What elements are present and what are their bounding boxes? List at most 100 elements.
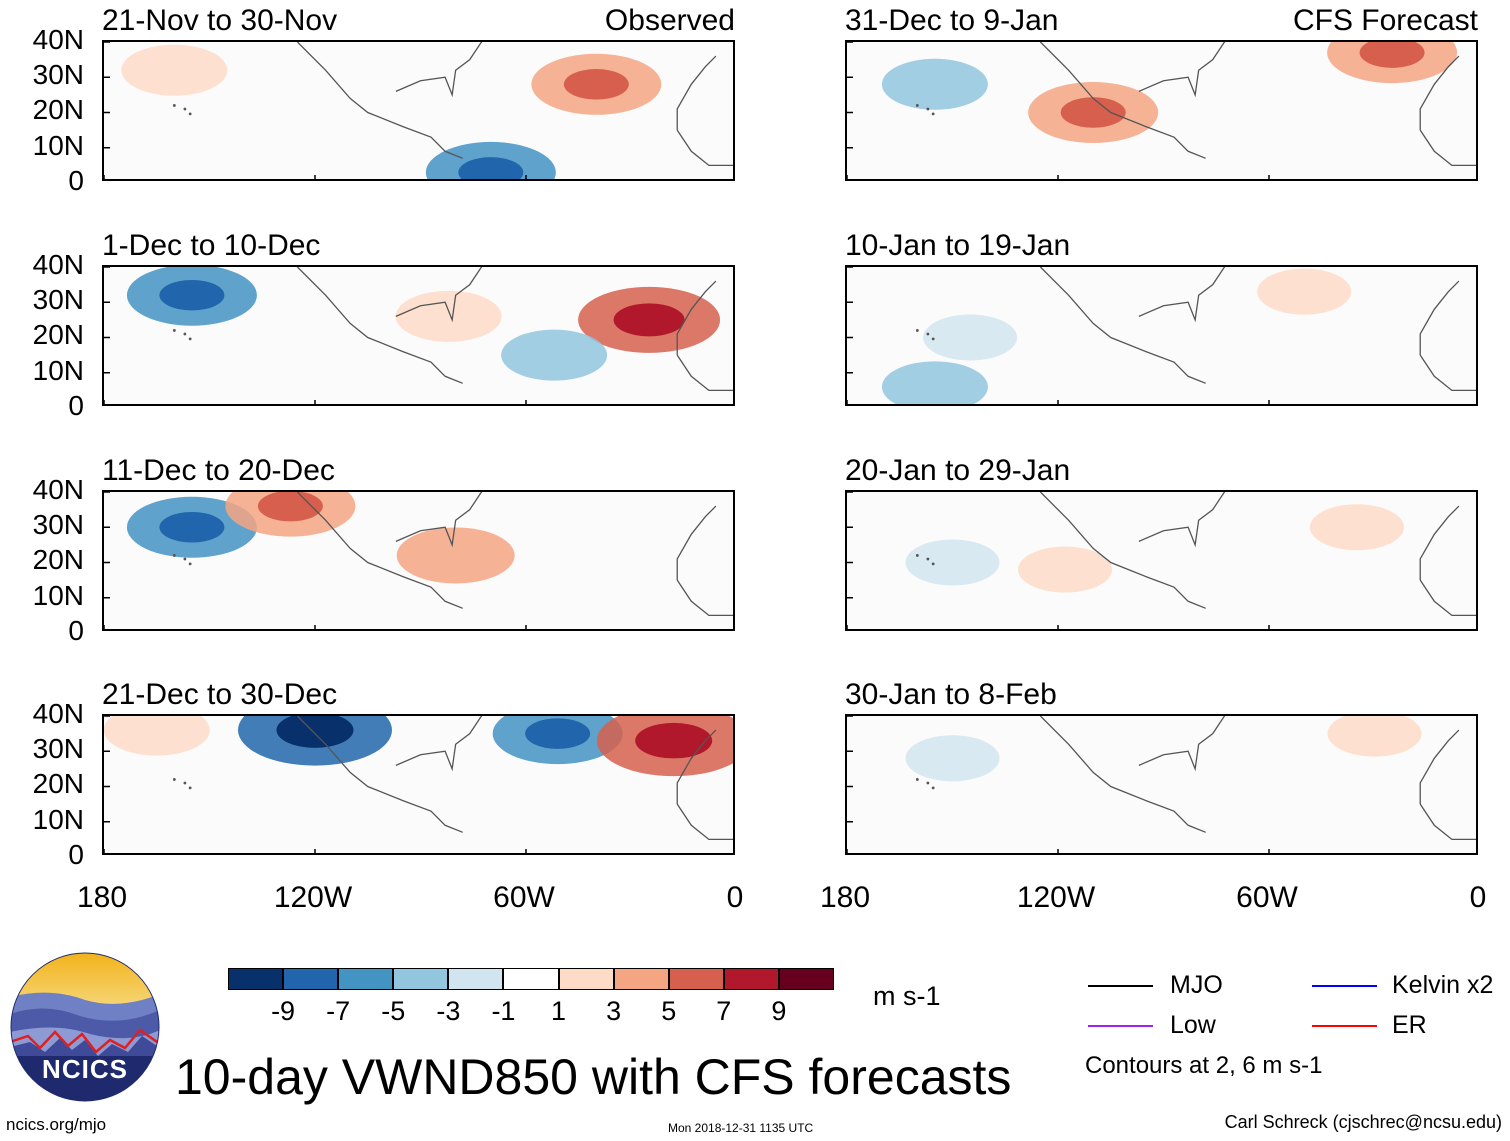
island-marker [931,112,935,116]
panel-title: 20-Jan to 29-Jan [845,454,1071,487]
legend-label-kelvin: Kelvin x2 [1392,971,1494,999]
colorbar-tick: 7 [716,996,732,1026]
anomaly-region [396,527,515,584]
colorbar-tick: 9 [771,996,787,1026]
map-panel [845,265,1478,406]
map-canvas [847,716,1476,853]
lat-tick-label: 0 [68,165,84,196]
colorbar-swatch [668,968,724,990]
coastline [1039,42,1476,167]
island-marker [926,781,930,785]
island-marker [915,329,919,332]
lon-tick-label: 180 [76,881,128,914]
anomaly-core [613,303,685,337]
island-marker [931,562,935,566]
island-marker [915,104,919,107]
colorbar-swatch [228,968,284,990]
anomaly-region [905,735,1000,782]
colorbar-tick: -5 [381,996,406,1026]
legend-line-kelvin [1312,985,1377,987]
lon-tick-label: 120W [1016,881,1096,914]
site-url: ncics.org/mjo [6,1115,107,1134]
map-canvas [104,492,733,629]
author-credit: Carl Schreck (cjschrec@ncsu.edu) [1224,1112,1502,1132]
panel-title: 31-Dec to 9-Jan [845,4,1059,37]
lat-tick-label: 40N [32,249,84,280]
island-marker [183,781,187,785]
coastline [296,267,733,392]
colorbar-tick: 1 [551,996,567,1026]
lon-tick-label: 120W [273,881,353,914]
forecast-tag: CFS Forecast [1292,4,1478,37]
colorbar-swatch [448,968,504,990]
ncics-logo: NCICS [10,952,160,1102]
lon-tick-label: 180 [819,881,871,914]
lon-tick-label: 0 [726,881,744,914]
lat-tick-label: 10N [32,804,84,835]
lat-tick-label: 0 [68,839,84,870]
island-marker [915,554,919,557]
colorbar-swatch [558,968,614,990]
anomaly-region [1018,546,1113,593]
colorbar-swatch [393,968,449,990]
legend-note: Contours at 2, 6 m s-1 [1085,1052,1323,1079]
anomaly-region [881,58,988,110]
coastline [296,42,733,167]
colorbar-tick: -1 [491,996,516,1026]
anomaly-region [501,329,608,381]
panel-title: 21-Dec to 30-Dec [102,678,338,711]
map-panel [845,714,1478,855]
legend-label-mjo: MJO [1170,971,1223,999]
island-marker [172,104,176,107]
island-marker [183,557,187,561]
island-marker [926,107,930,111]
lat-tick-label: 20N [32,544,84,575]
map-canvas [847,492,1476,629]
coastline [296,716,733,841]
anomaly-core [563,69,629,100]
anomaly-core [635,722,713,759]
map-panel [102,265,735,406]
map-panel [102,40,735,181]
lat-tick-label: 20N [32,768,84,799]
map-panel [845,490,1478,631]
anomaly-core [1359,42,1425,68]
colorbar [228,968,834,992]
lat-tick-label: 0 [68,390,84,421]
main-title: 10-day VWND850 with CFS forecasts [175,1049,1012,1105]
lat-tick-label: 30N [32,733,84,764]
lat-tick-label: 20N [32,94,84,125]
anomaly-region [121,44,228,96]
colorbar-swatch [723,968,779,990]
island-marker [915,778,919,781]
legend-label-low: Low [1170,1011,1216,1039]
map-canvas [104,716,733,853]
lon-tick-label: 60W [493,881,555,914]
anomaly-core [159,512,225,543]
lat-tick-label: 30N [32,509,84,540]
anomaly-core [276,716,354,748]
colorbar-tick: -9 [271,996,296,1026]
colorbar-tick: -3 [436,996,461,1026]
island-marker [183,107,187,111]
lon-tick-label: 0 [1469,881,1487,914]
lat-tick-label: 10N [32,130,84,161]
anomaly-region [395,290,502,342]
island-marker [188,562,192,566]
colorbar-cells [228,968,834,992]
lat-tick-label: 10N [32,580,84,611]
island-marker [188,337,192,341]
coastline [1039,492,1476,617]
timestamp: Mon 2018-12-31 1135 UTC [668,1121,814,1135]
island-marker [183,332,187,336]
map-canvas [847,42,1476,179]
anomaly-core [525,718,591,749]
lat-tick-label: 10N [32,355,84,386]
panel-title: 10-Jan to 19-Jan [845,229,1071,262]
colorbar-tick: 5 [661,996,677,1026]
lat-tick-label: 30N [32,284,84,315]
island-marker [926,332,930,336]
map-panel [102,490,735,631]
map-canvas [104,42,733,179]
island-marker [172,778,176,781]
